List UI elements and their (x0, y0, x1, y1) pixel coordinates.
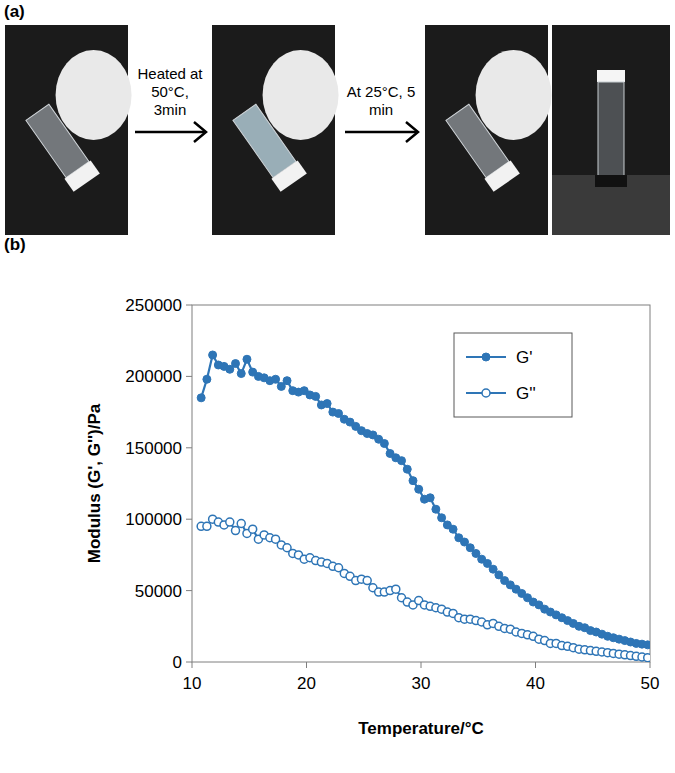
x-tick (421, 662, 422, 668)
vial-cap (64, 160, 99, 191)
bench (552, 175, 670, 235)
y-tick (186, 519, 192, 520)
photo (552, 25, 670, 235)
data-point (203, 375, 211, 383)
data-point (398, 457, 406, 465)
legend-box (454, 333, 572, 417)
arrow-shaft (345, 131, 416, 134)
data-point (438, 514, 446, 522)
vial (231, 103, 307, 192)
x-tick-label: 50 (641, 674, 660, 693)
glove (263, 50, 339, 140)
glove (56, 50, 132, 140)
x-tick-label: 40 (526, 674, 545, 693)
arrow-head (406, 122, 418, 142)
y-tick-label: 200000 (125, 367, 182, 386)
y-tick-label: 0 (173, 653, 182, 672)
legend-label: G'' (516, 384, 536, 403)
y-tick (186, 305, 192, 306)
data-point (197, 394, 205, 402)
arrow-shaft (135, 131, 204, 134)
vial-cap (271, 160, 306, 191)
data-point (409, 477, 417, 485)
x-tick-label: 20 (297, 674, 316, 693)
vial-base (595, 175, 627, 187)
step-label-line: At 25°C, 5 (347, 83, 416, 100)
x-tick-label: 10 (183, 674, 202, 693)
legend-label: G' (516, 348, 532, 367)
x-tick-label: 30 (412, 674, 431, 693)
data-point (415, 485, 423, 493)
step-label-line: 50°C, (151, 83, 189, 100)
data-point (232, 360, 240, 368)
step-label: At 25°C, 5min (347, 83, 416, 118)
data-point (449, 525, 457, 533)
photo (212, 25, 339, 235)
data-point (237, 519, 245, 527)
data-point (403, 465, 411, 473)
y-tick-label: 50000 (135, 582, 182, 601)
data-point (644, 654, 650, 662)
step-label: Heated at50°C,3min (137, 65, 203, 118)
vial-body (598, 82, 624, 177)
arrow-head (194, 122, 206, 142)
data-point (380, 440, 388, 448)
y-tick (186, 590, 192, 591)
data-point (237, 370, 245, 378)
x-tick (535, 662, 536, 668)
panel-label: (a) (4, 2, 25, 21)
data-point (312, 392, 320, 400)
y-tick (186, 447, 192, 448)
y-tick (186, 376, 192, 377)
step-label-line: Heated at (137, 65, 203, 82)
step-label-line: min (369, 101, 393, 118)
series-line (201, 355, 648, 645)
vial-body (233, 104, 296, 177)
data-point (363, 577, 371, 585)
data-point (323, 400, 331, 408)
x-axis-title: Temperature/°C (358, 719, 484, 738)
vial-cap (484, 160, 519, 191)
x-tick (650, 662, 651, 668)
x-tick (306, 662, 307, 668)
vial-body (446, 104, 509, 177)
vial-cap (597, 70, 625, 82)
data-point (243, 355, 251, 363)
y-tick (186, 662, 192, 663)
x-tick (192, 662, 193, 668)
step-label-line: 3min (154, 101, 187, 118)
data-point (432, 505, 440, 513)
legend: G' G'' (454, 333, 572, 417)
y-tick-label: 150000 (125, 439, 182, 458)
data-point (392, 585, 400, 593)
vial-body (26, 104, 89, 177)
legend-marker (482, 353, 490, 361)
data-point (226, 518, 234, 526)
legend-marker (482, 389, 490, 397)
data-point (232, 527, 240, 535)
figure: (a) Heated at50°C,3min At 25°C, 5min (b) 0 50… (0, 0, 675, 773)
vial (24, 103, 100, 192)
y-tick-label: 250000 (125, 296, 182, 315)
vial (444, 103, 520, 192)
data-point (283, 377, 291, 385)
data-point (209, 351, 217, 359)
glove (476, 50, 552, 140)
panel-label: (b) (4, 235, 26, 254)
series-line (201, 519, 648, 658)
data-point (249, 525, 257, 533)
data-point (426, 494, 434, 502)
photo (5, 25, 132, 235)
data-point (644, 641, 650, 649)
plot-area (197, 351, 650, 662)
y-tick-label: 100000 (125, 510, 182, 529)
plot-frame (192, 305, 650, 662)
data-point (272, 375, 280, 383)
photo-background (552, 25, 670, 235)
data-point (203, 522, 211, 530)
y-axis-title: Modulus (G', G'')/Pa (85, 403, 104, 563)
photo (425, 25, 552, 235)
